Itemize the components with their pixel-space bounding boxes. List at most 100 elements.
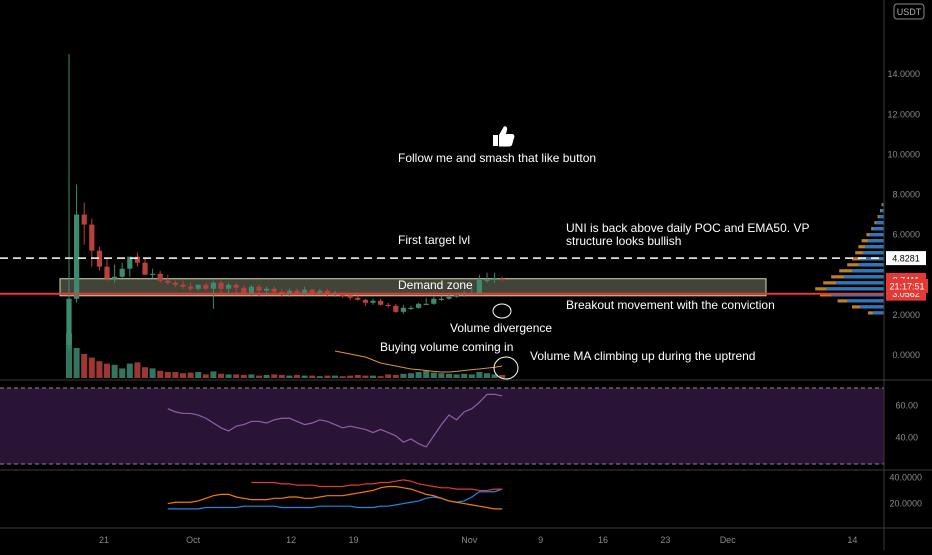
volume-profile-bar-up xyxy=(876,221,884,225)
volume-bar xyxy=(149,368,156,378)
volume-bar xyxy=(484,373,490,378)
candle-body xyxy=(66,298,72,345)
candle-body xyxy=(484,279,490,281)
price-tick-label: 12.0000 xyxy=(887,109,920,119)
candle-body xyxy=(248,286,254,293)
candle-body xyxy=(279,291,285,294)
volume-bar xyxy=(286,375,293,378)
demand-zone-label: Demand zone xyxy=(398,278,473,292)
volume-bar xyxy=(453,374,460,378)
candle-body xyxy=(96,250,102,267)
price-tick-label: 8.0000 xyxy=(892,189,920,199)
candle-body xyxy=(362,299,368,303)
candle-body xyxy=(302,289,308,293)
candle-body xyxy=(400,307,406,312)
volume-bar xyxy=(446,373,452,378)
candle-body xyxy=(271,288,277,292)
candle-body xyxy=(393,305,399,312)
candle-body xyxy=(347,295,353,298)
volume-bar xyxy=(301,375,308,378)
volume-ma-text: Volume MA climbing up during the uptrend xyxy=(530,349,755,363)
candle-body xyxy=(188,286,194,289)
countdown-label-text: 21:17:51 xyxy=(889,281,924,291)
volume-bar xyxy=(66,333,72,378)
volume-bar xyxy=(157,370,164,378)
volume-bar xyxy=(339,376,346,378)
candle-body xyxy=(233,284,239,288)
candle-body xyxy=(104,266,110,279)
volume-bar xyxy=(225,374,232,378)
candle-body xyxy=(256,286,262,291)
volume-bar xyxy=(111,364,118,378)
dmi-tick-label: 20.0000 xyxy=(889,499,922,509)
price-tick-label: 14.0000 xyxy=(887,69,920,79)
volume-bar xyxy=(263,375,270,378)
buying-volume-text: Buying volume coming in xyxy=(380,340,513,354)
volume-bar xyxy=(400,373,407,378)
volume-bar xyxy=(81,354,88,378)
volume-bar xyxy=(233,374,240,378)
volume-profile-bar-up xyxy=(869,233,884,237)
rsi-axis[interactable]: 60.00 40.00 xyxy=(895,400,918,442)
candle-body xyxy=(210,282,216,289)
volume-bar xyxy=(370,375,376,378)
candle-body xyxy=(203,284,209,289)
thumbs-up-icon xyxy=(493,126,515,147)
first-target-label: First target lvl xyxy=(398,233,470,247)
volume-profile-bar-up xyxy=(852,269,884,273)
volume-bar xyxy=(256,375,262,378)
volume-bar xyxy=(73,348,80,378)
volume-profile-bar-up xyxy=(879,215,884,219)
breakout-text: Breakout movement with the conviction xyxy=(566,298,775,312)
candle-body xyxy=(89,224,95,251)
time-axis[interactable]: 21 Oct 12 19 Nov 9 16 23 Dec 14 xyxy=(99,535,857,545)
candle-body xyxy=(127,256,133,269)
volume-bar xyxy=(202,374,209,378)
volume-bar xyxy=(324,375,331,378)
volume-profile-bar-up xyxy=(826,287,884,291)
volume-bar xyxy=(385,374,392,378)
volume-circle xyxy=(493,356,519,380)
volume-bar xyxy=(430,372,437,378)
volume-bar xyxy=(104,363,110,378)
volume-profile xyxy=(815,203,884,315)
volume-bar xyxy=(354,375,361,378)
volume-bar xyxy=(96,361,103,378)
follow-text: Follow me and smash that like button xyxy=(398,151,596,165)
price-label-box xyxy=(886,251,926,266)
volume-bars xyxy=(66,333,506,378)
volume-bar xyxy=(119,368,126,378)
volume-bar xyxy=(499,375,506,378)
candle-body xyxy=(286,290,292,294)
volume-bar xyxy=(347,375,354,378)
currency-badge[interactable]: USDT xyxy=(893,3,925,20)
candle-body xyxy=(226,284,232,289)
volume-bar xyxy=(210,371,217,378)
price-tick-label: 2.0000 xyxy=(892,310,920,320)
volume-bar xyxy=(408,373,414,378)
volume-profile-bar-up xyxy=(880,209,884,213)
volume-bar xyxy=(278,375,285,378)
volume-profile-bar-up xyxy=(847,299,884,303)
volume-profile-bar-up xyxy=(836,281,884,285)
price-tick-label: 6.0000 xyxy=(892,230,920,240)
price-label-text: 4.8281 xyxy=(892,254,920,264)
volume-bar xyxy=(423,370,430,378)
dmi-axis[interactable]: 40.0000 20.0000 xyxy=(889,472,922,508)
volume-bar xyxy=(332,375,338,378)
volume-bar xyxy=(294,375,300,378)
volume-profile-bar-up xyxy=(831,293,884,297)
candle-body xyxy=(476,279,482,293)
price-axis[interactable]: 14.0000 12.0000 10.0000 8.0000 6.0000 2.0000 0… xyxy=(887,69,920,360)
candle-body xyxy=(355,297,361,300)
candle-body xyxy=(416,303,422,308)
volume-divergence-text: Volume divergence xyxy=(450,321,552,335)
candle-body xyxy=(294,290,300,293)
volume-bar xyxy=(377,376,384,378)
volume-profile-bar-up xyxy=(872,227,884,231)
candle-body xyxy=(370,300,376,303)
volume-bar xyxy=(134,362,141,378)
volume-bar xyxy=(316,376,323,378)
currency-badge-text: USDT xyxy=(897,7,922,17)
